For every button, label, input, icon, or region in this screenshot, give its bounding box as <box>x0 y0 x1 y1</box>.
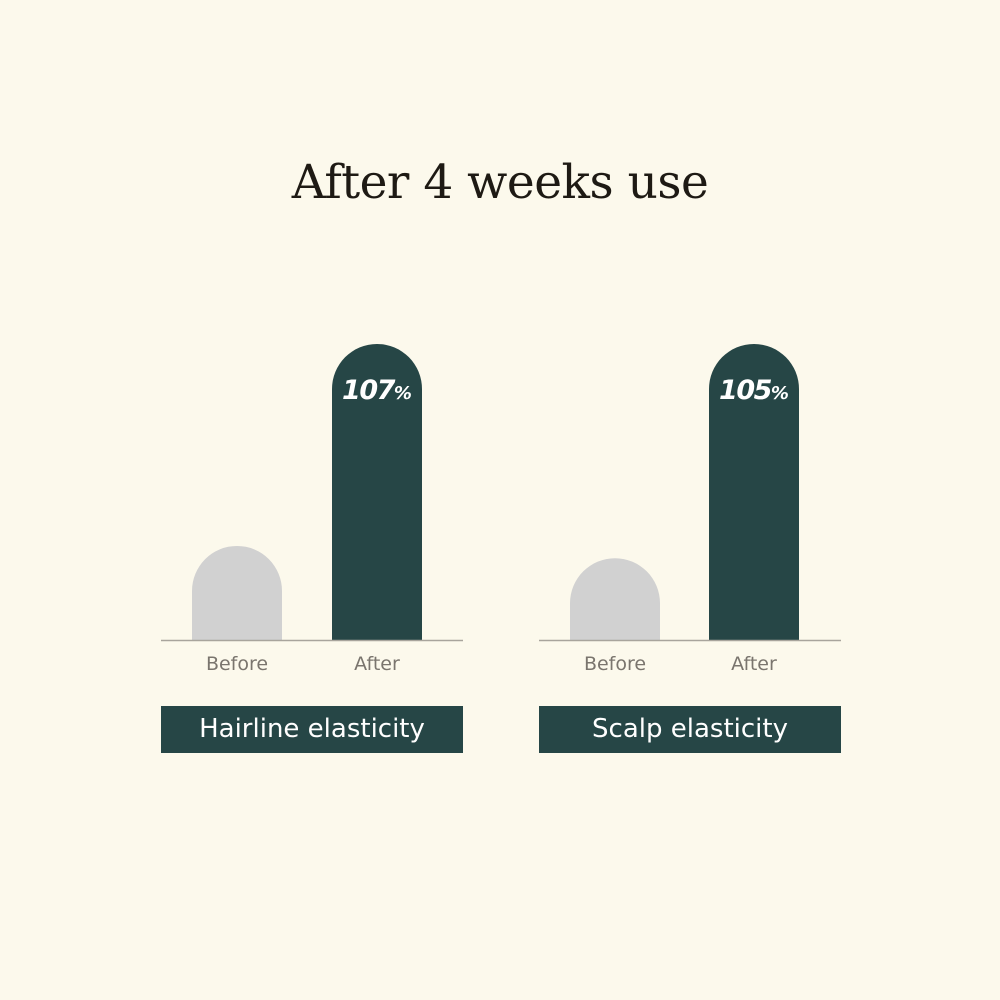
chart-scalp-elasticity: Before After 105% Scalp elasticity <box>539 330 841 760</box>
x-tick-label-after: After <box>731 653 777 675</box>
x-tick-label-before: Before <box>205 653 269 675</box>
data-label-value: 107 <box>342 375 395 406</box>
chart-hairline-elasticity: Before After 107% Hairline elasticity <box>161 330 463 760</box>
page-title: After 4 weeks use <box>291 155 709 210</box>
x-tick-label-after: After <box>354 653 400 675</box>
chart-title-box: Hairline elasticity <box>161 706 463 753</box>
x-tick-label-before: Before <box>583 653 647 675</box>
bar-before <box>570 558 660 640</box>
data-label-after: 105% <box>709 375 799 406</box>
data-label-value: 105 <box>719 375 772 406</box>
bar-before <box>192 545 282 640</box>
chart-plot <box>161 344 463 642</box>
data-label-after: 107% <box>332 375 422 406</box>
data-label-unit: % <box>393 383 412 404</box>
chart-title-box: Scalp elasticity <box>539 706 841 753</box>
bar-after <box>332 344 422 640</box>
data-label-unit: % <box>770 383 789 404</box>
chart-plot <box>539 344 841 642</box>
bar-after <box>709 344 799 640</box>
